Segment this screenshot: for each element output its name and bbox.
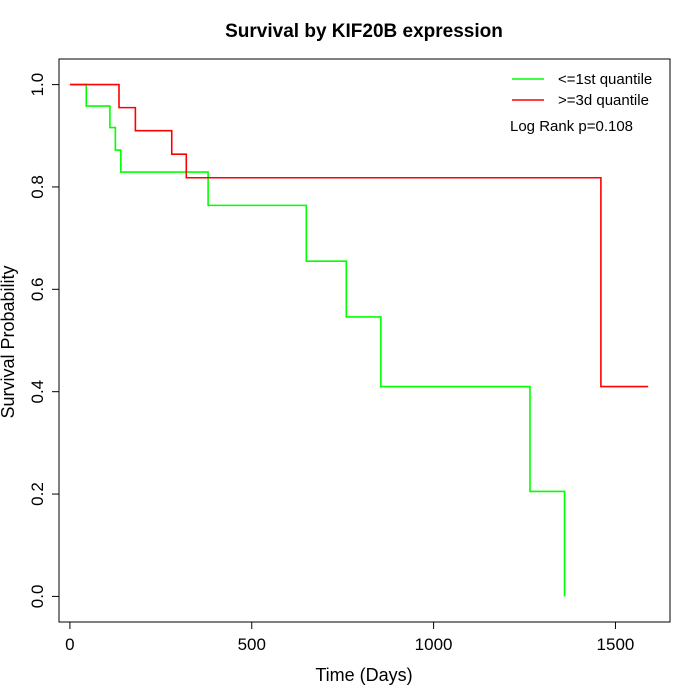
series-line-1 — [69, 83, 649, 388]
y-tick-label: 0.0 — [28, 585, 47, 609]
legend: <=1st quantile >=3d quantile — [512, 71, 652, 109]
y-axis-label: Survival Probability — [0, 265, 18, 418]
x-axis-label: Time (Days) — [315, 665, 412, 685]
y-tick-label: 0.2 — [28, 482, 47, 506]
x-tick-label: 1000 — [415, 635, 453, 654]
y-tick-label: 0.6 — [28, 277, 47, 301]
legend-label-1: >=3d quantile — [558, 92, 649, 109]
series-line-0 — [69, 83, 566, 597]
series-group — [69, 83, 649, 597]
chart-title: Survival by KIF20B expression — [225, 21, 503, 42]
x-axis: 0 500 1000 1500 — [65, 621, 635, 654]
x-tick-label: 1500 — [597, 635, 635, 654]
y-tick-label: 0.8 — [28, 175, 47, 199]
legend-label-0: <=1st quantile — [558, 71, 652, 88]
y-tick-label: 1.0 — [28, 73, 47, 97]
x-tick-label: 0 — [65, 635, 74, 654]
plot-frame — [58, 58, 671, 623]
log-rank-annotation: Log Rank p=0.108 — [510, 118, 633, 135]
x-tick-label: 500 — [238, 635, 266, 654]
y-axis: 0.0 0.2 0.4 0.6 0.8 1.0 — [28, 73, 59, 608]
y-tick-label: 0.4 — [28, 380, 47, 404]
